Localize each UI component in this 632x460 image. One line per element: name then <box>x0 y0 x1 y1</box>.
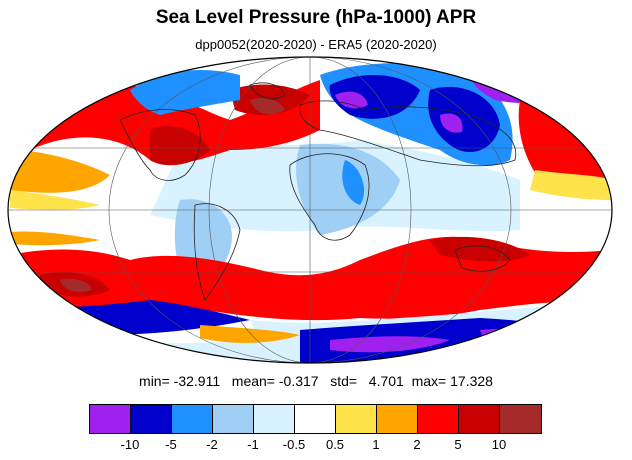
colorbar-tick-label: 1 <box>372 437 380 452</box>
colorbar-swatch <box>459 405 500 433</box>
colorbar-tick-label: -2 <box>206 437 218 452</box>
colorbar-tick-label: 5 <box>454 437 462 452</box>
colorbar-swatch <box>377 405 418 433</box>
plot-subtitle: dpp0052(2020-2020) - ERA5 (2020-2020) <box>195 37 437 52</box>
plot-title: Sea Level Pressure (hPa-1000) APR <box>155 7 477 28</box>
max-value: 17.328 <box>450 373 493 389</box>
mean-value: -0.317 <box>278 373 319 389</box>
colorbar-swatch <box>90 405 131 433</box>
max-label: max= <box>411 373 447 389</box>
colorbar-swatch <box>254 405 295 433</box>
colorbar-tick-label: -10 <box>120 437 140 452</box>
std-value: 4.701 <box>368 373 404 389</box>
pressure-field <box>8 57 612 363</box>
colorbar-tick-label: -0.5 <box>282 437 306 452</box>
colorbar-swatch <box>336 405 377 433</box>
statistics-line: min= -32.911 mean= -0.317 std= 4.701 max… <box>0 373 632 389</box>
colorbar-swatch <box>418 405 459 433</box>
std-label: std= <box>330 373 358 389</box>
colorbar-swatch <box>172 405 213 433</box>
colorbar-tick-label: 10 <box>491 437 507 452</box>
map-border <box>7 56 613 364</box>
colorbar-swatch <box>295 405 336 433</box>
min-value: -32.911 <box>173 373 221 389</box>
world-map <box>7 56 613 364</box>
colorbar-tick-label: -1 <box>247 437 259 452</box>
colorbar <box>89 404 542 434</box>
colorbar-swatch <box>500 405 541 433</box>
colorbar-labels: -10 -5 -2 -1 -0.5 0.5 1 2 5 10 <box>0 437 632 455</box>
colorbar-swatch <box>213 405 254 433</box>
colorbar-tick-label: 0.5 <box>325 437 345 452</box>
mean-label: mean= <box>231 373 275 389</box>
colorbar-tick-label: 2 <box>413 437 421 452</box>
min-label: min= <box>139 373 170 389</box>
coastlines <box>119 82 517 301</box>
colorbar-tick-label: -5 <box>165 437 177 452</box>
colorbar-swatch <box>131 405 172 433</box>
